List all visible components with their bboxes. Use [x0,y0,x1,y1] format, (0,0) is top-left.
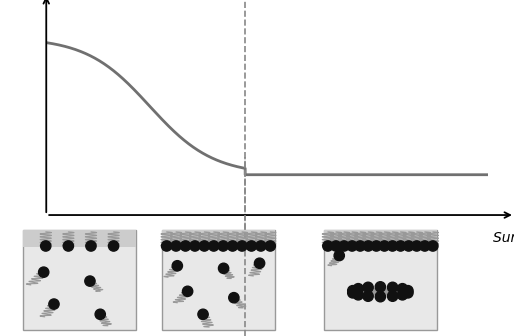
Ellipse shape [363,282,373,292]
Ellipse shape [355,241,365,251]
Ellipse shape [229,293,239,303]
Ellipse shape [339,241,349,251]
Ellipse shape [375,282,386,292]
Ellipse shape [237,241,247,251]
Ellipse shape [397,290,408,300]
Ellipse shape [363,291,373,301]
Ellipse shape [180,241,191,251]
Ellipse shape [41,241,51,251]
Ellipse shape [388,282,398,292]
Ellipse shape [228,241,237,251]
Ellipse shape [63,241,74,251]
Ellipse shape [218,241,228,251]
Ellipse shape [95,309,105,320]
Bar [23,230,136,247]
Ellipse shape [209,241,219,251]
Bar [324,230,437,330]
Ellipse shape [85,276,95,286]
Ellipse shape [403,286,413,296]
Ellipse shape [379,241,390,251]
Ellipse shape [395,241,406,251]
Ellipse shape [419,241,430,251]
Ellipse shape [190,241,200,251]
Ellipse shape [108,241,119,251]
Ellipse shape [397,284,408,294]
Ellipse shape [347,241,357,251]
Ellipse shape [371,241,381,251]
Ellipse shape [323,241,333,251]
Ellipse shape [86,241,96,251]
Ellipse shape [39,267,49,277]
Ellipse shape [347,288,358,298]
Ellipse shape [182,286,193,296]
Text: Surfactant concentration (log: Surfactant concentration (log [493,231,514,245]
Ellipse shape [218,263,229,274]
Ellipse shape [363,241,373,251]
Ellipse shape [49,299,59,309]
Ellipse shape [353,284,363,294]
Ellipse shape [388,241,398,251]
Ellipse shape [353,290,363,300]
Ellipse shape [403,288,413,298]
Ellipse shape [172,261,182,271]
Bar [162,230,275,330]
Bar [23,230,136,330]
Ellipse shape [246,241,256,251]
Ellipse shape [334,250,344,261]
Ellipse shape [347,286,358,296]
Ellipse shape [198,309,208,320]
Ellipse shape [331,241,341,251]
Ellipse shape [161,241,172,251]
Bar [162,230,275,247]
Ellipse shape [254,258,265,268]
Ellipse shape [428,241,438,251]
Ellipse shape [375,292,386,302]
Bar [324,230,437,247]
Ellipse shape [388,291,398,301]
Ellipse shape [265,241,276,251]
Ellipse shape [412,241,422,251]
Ellipse shape [256,241,266,251]
Ellipse shape [199,241,210,251]
Ellipse shape [171,241,181,251]
Ellipse shape [403,241,414,251]
